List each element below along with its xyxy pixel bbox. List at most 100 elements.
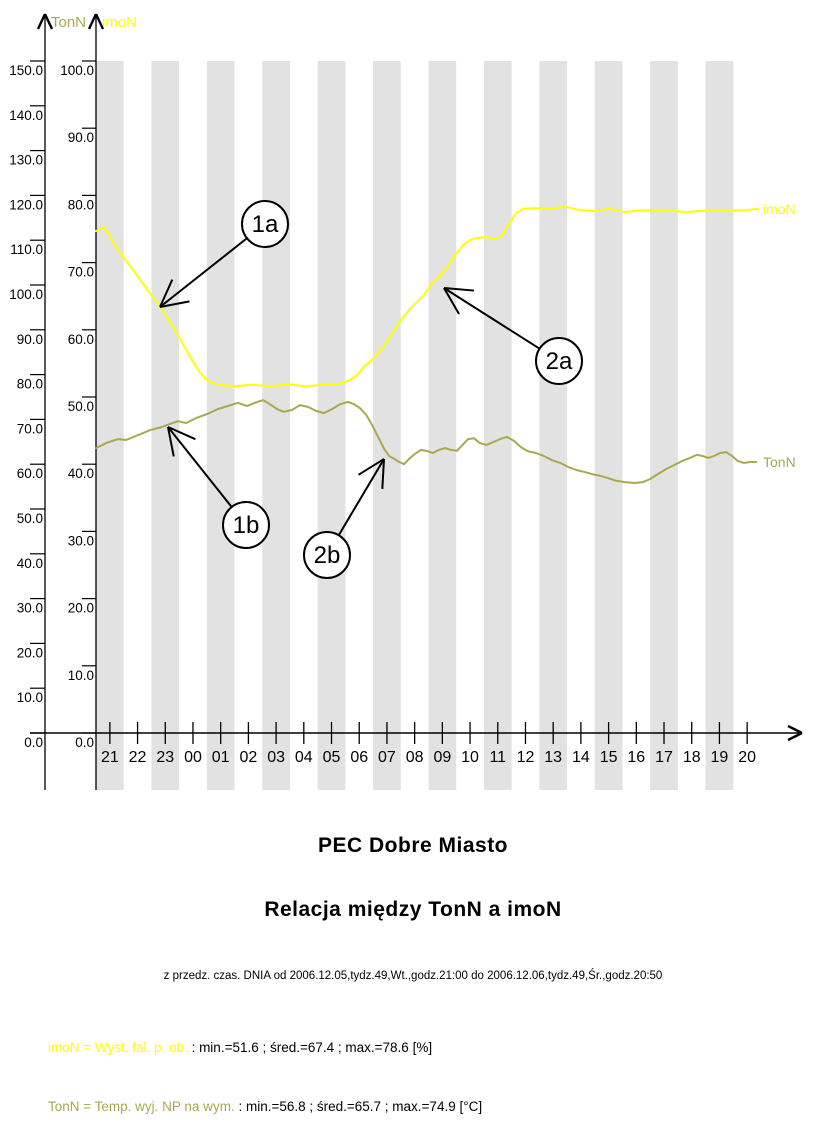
chart-subtitle: Relacja między TonN a imoN — [264, 898, 562, 921]
imoN-series-line — [95, 205, 759, 388]
y-tick-label-imoN: 50.0 — [68, 399, 94, 414]
hour-band — [96, 61, 124, 790]
x-tick-label: 09 — [433, 749, 451, 766]
y-tick-label-TonN: 70.0 — [17, 421, 43, 436]
x-tick-label: 16 — [627, 749, 645, 766]
y-tick-label-imoN: 60.0 — [68, 332, 94, 347]
annotation-circle-1b — [222, 501, 270, 549]
annotation-arrowhead-1b — [167, 426, 196, 441]
x-tick-label: 22 — [129, 749, 147, 766]
y-tick-label-imoN: 100.0 — [60, 63, 94, 78]
y-axis-title-imoN: imoN — [102, 14, 137, 31]
hour-band — [317, 61, 346, 790]
annotation-arrowhead-2a — [443, 287, 474, 292]
y-tick-label-TonN: 80.0 — [17, 377, 43, 392]
hour-band — [539, 61, 568, 790]
annotation-circle-1a — [241, 200, 289, 248]
y-axis-arrow-icon — [43, 13, 54, 30]
y-tick-label-TonN: 150.0 — [9, 63, 43, 78]
y-tick-label-imoN: 70.0 — [68, 265, 94, 280]
x-tick-label: 23 — [156, 749, 174, 766]
y-tick-label-imoN: 80.0 — [68, 197, 94, 212]
hour-band — [373, 61, 401, 790]
hour-band — [483, 61, 512, 790]
y-tick-label-TonN: 110.0 — [10, 242, 43, 257]
x-tick-label: 11 — [489, 749, 506, 766]
legend-imoN-stats: : min.=51.6 ; śred.=67.4 ; max.=78.6 [%] — [187, 1040, 433, 1055]
x-tick-label: 10 — [461, 749, 479, 766]
relation-chart: 21 22 23 00 01 02 03 04 05 06 07 08 09 10 11 12 13 14 15 16… — [9, 13, 803, 790]
x-tick-label: 05 — [323, 749, 341, 766]
y-axis-arrow-icon — [94, 13, 105, 30]
y-tick-label-TonN: 120.0 — [9, 197, 43, 212]
y-tick-label-TonN: 0.0 — [24, 735, 43, 750]
x-tick-label: 00 — [184, 749, 202, 766]
x-tick-label: 13 — [544, 749, 562, 766]
x-tick-label: 15 — [600, 749, 618, 766]
y-tick-label-imoN: 0.0 — [75, 735, 94, 750]
legend-TonN: TonN = Temp. wyj. NP na wym. : min.=56.8… — [48, 1099, 482, 1114]
y-axis-arrow-icon — [87, 13, 98, 30]
hour-band — [705, 61, 734, 790]
y-tick-label-imoN: 20.0 — [68, 601, 94, 616]
x-axis-arrow-icon — [787, 724, 803, 735]
x-tick-label: 06 — [350, 749, 368, 766]
y-axis-arrow-icon — [36, 13, 47, 30]
annotation-circle-2a — [535, 337, 583, 385]
TonN-series-line — [95, 399, 758, 484]
y-axis-title-TonN: TonN — [51, 14, 86, 31]
annotation-arrowhead-2b — [357, 458, 385, 476]
x-tick-label: 18 — [683, 749, 701, 766]
annotation-arrow-1b — [167, 426, 233, 508]
annotation-arrow-2a — [443, 287, 541, 350]
x-tick-label: 20 — [738, 749, 756, 766]
y-tick-label-imoN: 40.0 — [68, 466, 94, 481]
y-tick-label-TonN: 50.0 — [17, 511, 43, 526]
x-tick-label: 17 — [655, 749, 673, 766]
period-note: z przedz. czas. DNIA od 2006.12.05,tydz.… — [163, 970, 663, 982]
x-tick-label: 19 — [711, 749, 729, 766]
y-tick-label-TonN: 60.0 — [17, 466, 43, 481]
hour-band — [428, 61, 457, 790]
y-tick-label-TonN: 10.0 — [17, 690, 43, 705]
page-title: PEC Dobre Miasto — [317, 834, 509, 857]
legend-TonN-stats: : min.=56.8 ; śred.=65.7 ; max.=74.9 [°C… — [234, 1099, 483, 1114]
annotation-circle-2b — [303, 531, 351, 579]
annotation-arrowhead-1a — [159, 279, 174, 308]
annotation-label-1a: 1a — [252, 211, 279, 238]
imoN-series-label: imoN — [763, 201, 796, 217]
x-tick-label: 03 — [267, 749, 285, 766]
hour-band — [650, 61, 678, 790]
y-tick-label-TonN: 40.0 — [17, 556, 43, 571]
x-tick-label: 12 — [517, 749, 535, 766]
annotation-arrowhead-1a — [159, 300, 190, 308]
y-tick-label-TonN: 20.0 — [17, 645, 43, 660]
y-tick-label-imoN: 30.0 — [68, 533, 94, 548]
x-tick-label: 04 — [295, 749, 313, 766]
annotation-arrow-1a — [159, 237, 248, 308]
legend-imoN: imoN = Wyst. fal. p. ob. : min.=51.6 ; ś… — [48, 1040, 432, 1055]
y-tick-label-TonN: 140.0 — [9, 108, 43, 123]
y-tick-label-TonN: 100.0 — [9, 287, 43, 302]
x-tick-label: 21 — [101, 749, 119, 766]
x-tick-label: 07 — [378, 749, 396, 766]
y-tick-label-TonN: 130.0 — [9, 153, 43, 168]
annotation-label-2b: 2b — [314, 542, 341, 569]
y-tick-label-imoN: 90.0 — [68, 130, 94, 145]
y-tick-label-TonN: 90.0 — [17, 332, 43, 347]
hour-band — [262, 61, 290, 790]
x-tick-label: 14 — [572, 749, 590, 766]
annotation-arrowhead-2a — [443, 287, 460, 315]
y-tick-label-TonN: 30.0 — [17, 601, 43, 616]
legend-imoN-desc: imoN = Wyst. fal. p. ob. — [48, 1040, 188, 1055]
TonN-series-label: TonN — [763, 454, 796, 470]
annotation-arrowhead-2b — [381, 458, 385, 490]
annotation-arrow-2b — [337, 458, 385, 536]
annotation-label-2a: 2a — [546, 348, 573, 375]
x-tick-label: 08 — [406, 749, 424, 766]
annotation-arrowhead-1b — [167, 426, 175, 457]
legend-TonN-desc: TonN = Temp. wyj. NP na wym. — [48, 1099, 235, 1114]
x-tick-label: 01 — [212, 749, 230, 766]
y-tick-label-imoN: 10.0 — [68, 668, 94, 683]
